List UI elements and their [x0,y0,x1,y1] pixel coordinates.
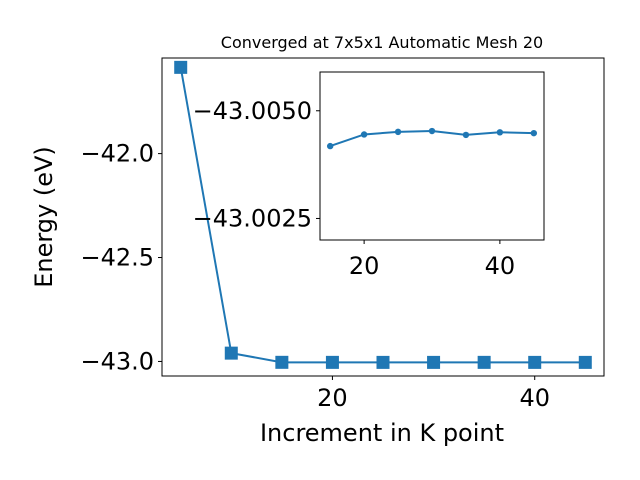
main-data-point [224,346,238,360]
main-x-tick-label: 40 [519,384,550,412]
main-data-point [578,355,592,369]
x-axis-label: Increment in K point [260,419,504,447]
main-data-point [174,60,188,74]
chart-title: Converged at 7x5x1 Automatic Mesh 20 [221,33,543,52]
main-data-point [376,355,390,369]
inset-y-tick-label: −43.0050 [193,97,312,125]
y-axis-label: Energy (eV) [30,146,58,288]
inset-data-point [428,127,436,135]
inset-data-point [530,129,538,137]
inset-frame [319,71,545,241]
main-y-tick-label: −42.5 [80,244,154,272]
main-data-point [427,355,441,369]
main-y-tick-label: −43.0 [80,347,154,375]
main-data-point [528,355,542,369]
main-data-point [325,355,339,369]
inset-data-point [496,129,504,136]
inset-x-tick-label: 20 [349,252,380,280]
inset-data-point [462,131,470,139]
inset-data-point [360,131,368,138]
inset-y-tick-label: −43.0025 [193,204,312,232]
inset-plot-area: 20 40 −43.0050 −43.0025 [193,71,545,280]
main-data-point [275,355,289,369]
main-x-tick-label: 20 [317,384,348,412]
main-y-tick-label: −42.0 [80,140,154,168]
inset-x-tick-label: 40 [485,252,516,280]
inset-data-point [326,142,334,150]
inset-data-point [394,128,402,136]
main-data-point [477,355,491,369]
